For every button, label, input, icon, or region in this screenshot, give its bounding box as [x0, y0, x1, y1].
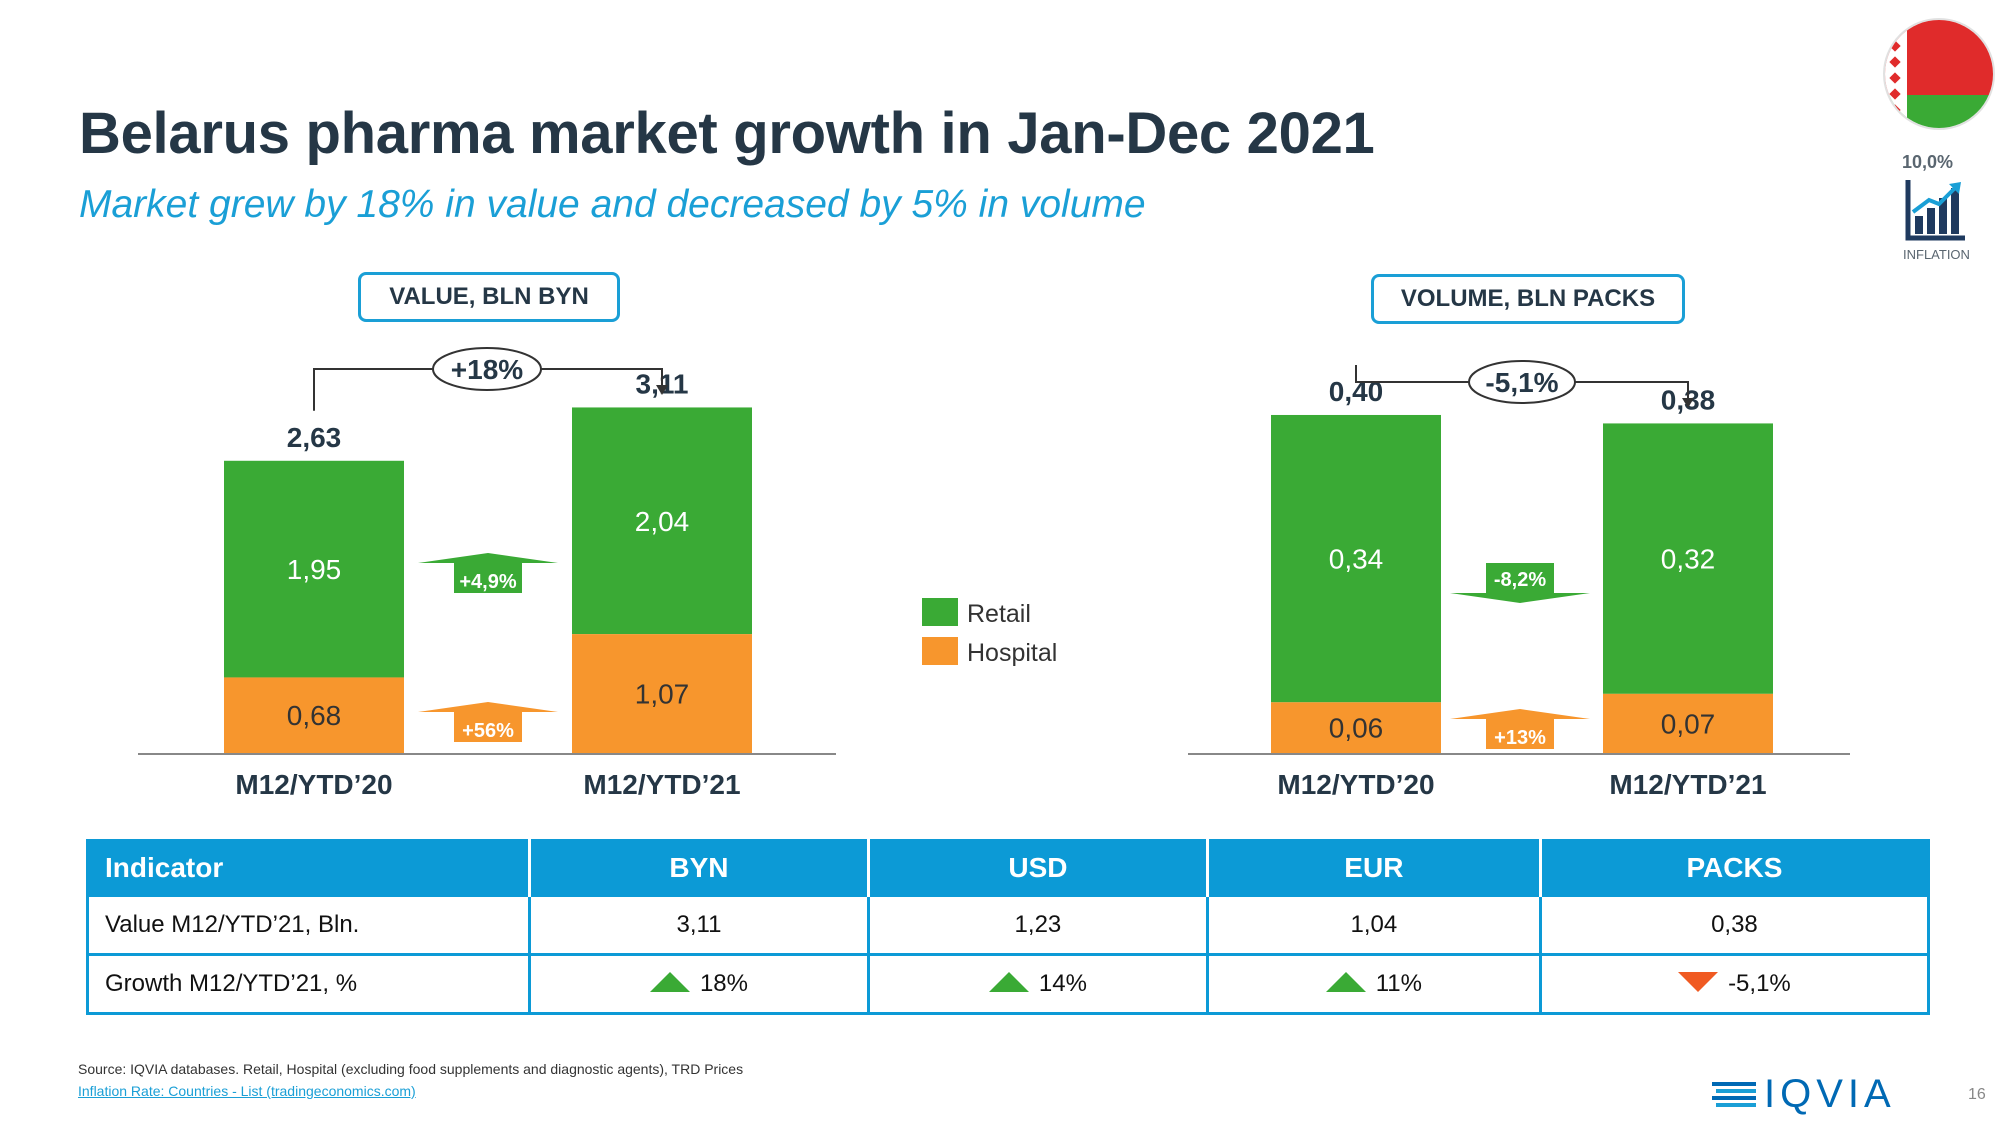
- bar-retail: [1603, 423, 1773, 694]
- up-triangle-icon: [988, 971, 1029, 992]
- header-indicator: Indicator: [87, 840, 530, 896]
- data-label-retail: 0,32: [1661, 544, 1716, 575]
- table-row: Value M12/YTD’21, Bln. 3,11 1,23 1,04 0,…: [87, 894, 1929, 955]
- inflation-source-link[interactable]: Inflation Rate: Countries - List (tradin…: [78, 1083, 416, 1099]
- iqvia-logo-icon: [1712, 1081, 1756, 1107]
- data-label-retail: 2,04: [635, 506, 690, 537]
- iqvia-logo-text: IQVIA: [1764, 1072, 1896, 1116]
- bar-charts: 1,950,682,63M12/YTD’202,041,073,11M12/YT…: [138, 347, 1850, 800]
- data-label-hospital: 0,68: [287, 700, 342, 731]
- growth-cell: 14%: [866, 953, 1208, 1014]
- indicator-table: Indicator BYN USD EUR PACKS Value M12/YT…: [86, 839, 1930, 1015]
- bar-retail: [224, 460, 404, 678]
- row-label: Growth M12/YTD’21, %: [87, 953, 530, 1014]
- bar-hospital: [572, 634, 752, 753]
- inflation-chart-icon: [1905, 178, 1967, 247]
- value-cell: 0,38: [1538, 894, 1929, 955]
- bracket-arrow-head: [1682, 398, 1694, 408]
- legend-label-retail: Retail: [967, 600, 1031, 628]
- growth-arrow-hospital: [1450, 709, 1590, 749]
- bar-retail: [1271, 414, 1441, 703]
- growth-arrow-hospital: [418, 702, 558, 742]
- volume-chart-title: VOLUME, BLN PACKS: [1371, 274, 1685, 324]
- x-tick-label: M12/YTD’21: [1609, 769, 1766, 800]
- x-tick-label: M12/YTD’20: [1277, 769, 1434, 800]
- x-tick-label: M12/YTD’20: [235, 769, 392, 800]
- growth-arrow-retail: [1450, 563, 1590, 603]
- total-growth-label: +18%: [451, 354, 523, 385]
- bar-retail: [572, 407, 752, 635]
- growth-label-retail: +4,9%: [459, 571, 516, 593]
- x-tick-label: M12/YTD’21: [583, 769, 740, 800]
- data-label-retail: 1,95: [287, 554, 342, 585]
- source-note: Source: IQVIA databases. Retail, Hospita…: [78, 1061, 744, 1077]
- legend-swatch-hospital: [922, 637, 958, 665]
- page-subtitle: Market grew by 18% in value and decrease…: [79, 183, 1146, 226]
- total-growth-label: -5,1%: [1485, 367, 1558, 398]
- header-packs: PACKS: [1538, 840, 1929, 896]
- inflation-label: INFLATION: [1903, 247, 1970, 262]
- legend-label-hospital: Hospital: [967, 639, 1057, 667]
- bar-hospital: [1271, 702, 1441, 753]
- growth-label-hospital: +56%: [462, 720, 514, 742]
- up-triangle-icon: [649, 971, 690, 992]
- total-label: 2,63: [287, 422, 342, 453]
- value-chart-title: VALUE, BLN BYN: [358, 272, 620, 322]
- data-label-hospital: 0,06: [1329, 713, 1384, 744]
- table-row: Growth M12/YTD’21, % 18% 14% 11% -5,1%: [87, 953, 1929, 1014]
- growth-label-hospital: +13%: [1494, 727, 1546, 749]
- inflation-value: 10,0%: [1902, 152, 1954, 172]
- page-title: Belarus pharma market growth in Jan-Dec …: [79, 101, 1375, 166]
- total-growth-pill: [1468, 360, 1576, 404]
- total-growth-pill: [432, 347, 542, 391]
- data-label-retail: 0,34: [1329, 544, 1384, 575]
- growth-cell: 18%: [528, 953, 869, 1014]
- bar-hospital: [1603, 693, 1773, 753]
- up-triangle-icon: [1325, 971, 1366, 992]
- data-label-hospital: 0,07: [1661, 708, 1716, 739]
- row-label: Value M12/YTD’21, Bln.: [87, 894, 530, 955]
- growth-cell: -5,1%: [1538, 953, 1929, 1014]
- legend-swatch-retail: [922, 598, 958, 626]
- bracket-arrow-head: [656, 385, 668, 395]
- header-byn: BYN: [528, 840, 869, 896]
- header-usd: USD: [866, 840, 1208, 896]
- data-label-hospital: 1,07: [635, 679, 690, 710]
- header-eur: EUR: [1205, 840, 1541, 896]
- down-triangle-icon: [1678, 971, 1719, 992]
- page-number: 16: [1968, 1086, 1986, 1103]
- iqvia-logo: IQVIA: [1712, 1072, 1896, 1117]
- growth-cell: 11%: [1205, 953, 1541, 1014]
- value-cell: 1,04: [1205, 894, 1541, 955]
- value-cell: 3,11: [528, 894, 869, 955]
- growth-arrow-retail: [418, 553, 558, 593]
- growth-label-retail: -8,2%: [1494, 569, 1546, 591]
- bar-hospital: [224, 677, 404, 753]
- value-cell: 1,23: [866, 894, 1208, 955]
